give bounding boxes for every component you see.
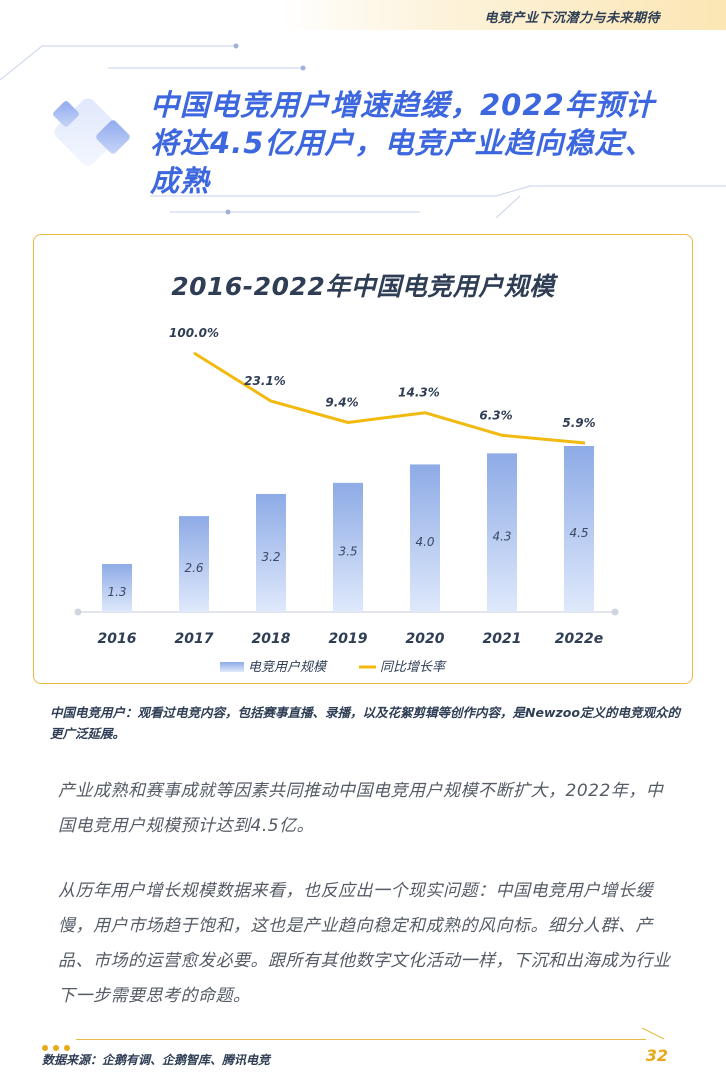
bar-2019 xyxy=(333,482,363,612)
bar-2018 xyxy=(256,493,286,612)
bar-label-2020: 4.0 xyxy=(415,535,434,549)
header-band xyxy=(280,0,726,30)
headline: 中国电竞用户增速趋缓，2022年预计将达4.5亿用户，电竞产业趋向稳定、成熟 xyxy=(150,88,655,198)
footer-divider xyxy=(76,1039,646,1040)
growth-label-2022e: 5.9% xyxy=(562,416,595,430)
growth-label-2020: 14.3% xyxy=(398,386,440,400)
x-tick-2021: 2021 xyxy=(483,631,522,647)
x-axis-start-dot xyxy=(74,608,82,616)
footer-slash-icon xyxy=(641,1027,665,1040)
bar-label-2018: 3.2 xyxy=(261,550,280,564)
legend-bar-swatch xyxy=(220,662,244,672)
x-tick-2022e: 2022e xyxy=(555,631,603,647)
paragraph-2: 从历年用户增长规模数据来看，也反应出一个现实问题：中国电竞用户增长缓慢，用户市场… xyxy=(58,881,671,1006)
x-tick-2020: 2020 xyxy=(406,631,445,647)
bar-2020 xyxy=(410,464,440,612)
bar-2021 xyxy=(487,453,517,612)
bar-2016 xyxy=(102,564,132,612)
x-tick-2019: 2019 xyxy=(329,631,368,647)
x-axis-end-dot xyxy=(611,608,619,616)
bar-label-2022e: 4.5 xyxy=(569,526,588,540)
growth-label-2018: 23.1% xyxy=(244,374,286,388)
legend-line-label: 同比增长率 xyxy=(380,659,447,675)
bar-label-2017: 2.6 xyxy=(184,561,203,575)
bar-2022e xyxy=(564,446,594,612)
chart-card: 2016-2022年中国电竞用户规模 1.3 2016 2.6 2017 3.2 2018… xyxy=(33,234,693,684)
x-tick-2018: 2018 xyxy=(252,631,291,647)
growth-label-2019: 9.4% xyxy=(325,396,358,410)
running-title: 电竞产业下沉潜力与未来期待 xyxy=(484,11,660,26)
chart-title: 2016-2022年中国电竞用户规模 xyxy=(171,272,555,301)
data-source: 数据来源：企鹅有调、企鹅智库、腾讯电竞 xyxy=(42,1053,271,1067)
page-number: 32 xyxy=(645,1046,668,1065)
growth-label-2017: 100.0% xyxy=(169,326,219,340)
bar-label-2016: 1.3 xyxy=(107,585,126,599)
x-tick-2016: 2016 xyxy=(98,631,137,647)
growth-rate-line xyxy=(193,351,586,445)
footer-dots xyxy=(42,1036,75,1055)
diamond-icon xyxy=(53,98,130,166)
chart-note: 中国电竞用户：观看过电竞内容，包括赛事直播、录播，以及花絮剪辑等创作内容，是Ne… xyxy=(50,705,680,741)
legend-bar-label: 电竞用户规模 xyxy=(248,660,328,675)
bar-2017 xyxy=(179,516,209,612)
bar-label-2021: 4.3 xyxy=(492,530,511,544)
bar-label-2019: 3.5 xyxy=(338,544,357,558)
paragraph-1: 产业成熟和赛事成就等因素共同推动中国电竞用户规模不断扩大，2022年，中国电竞用… xyxy=(58,781,664,836)
x-tick-2017: 2017 xyxy=(175,631,214,647)
decorative-lines xyxy=(0,43,726,219)
chart: 1.3 2016 2.6 2017 3.2 2018 3.5 2019 4.0 2020 4.3 20… xyxy=(74,326,619,675)
growth-label-2021: 6.3% xyxy=(479,408,512,422)
